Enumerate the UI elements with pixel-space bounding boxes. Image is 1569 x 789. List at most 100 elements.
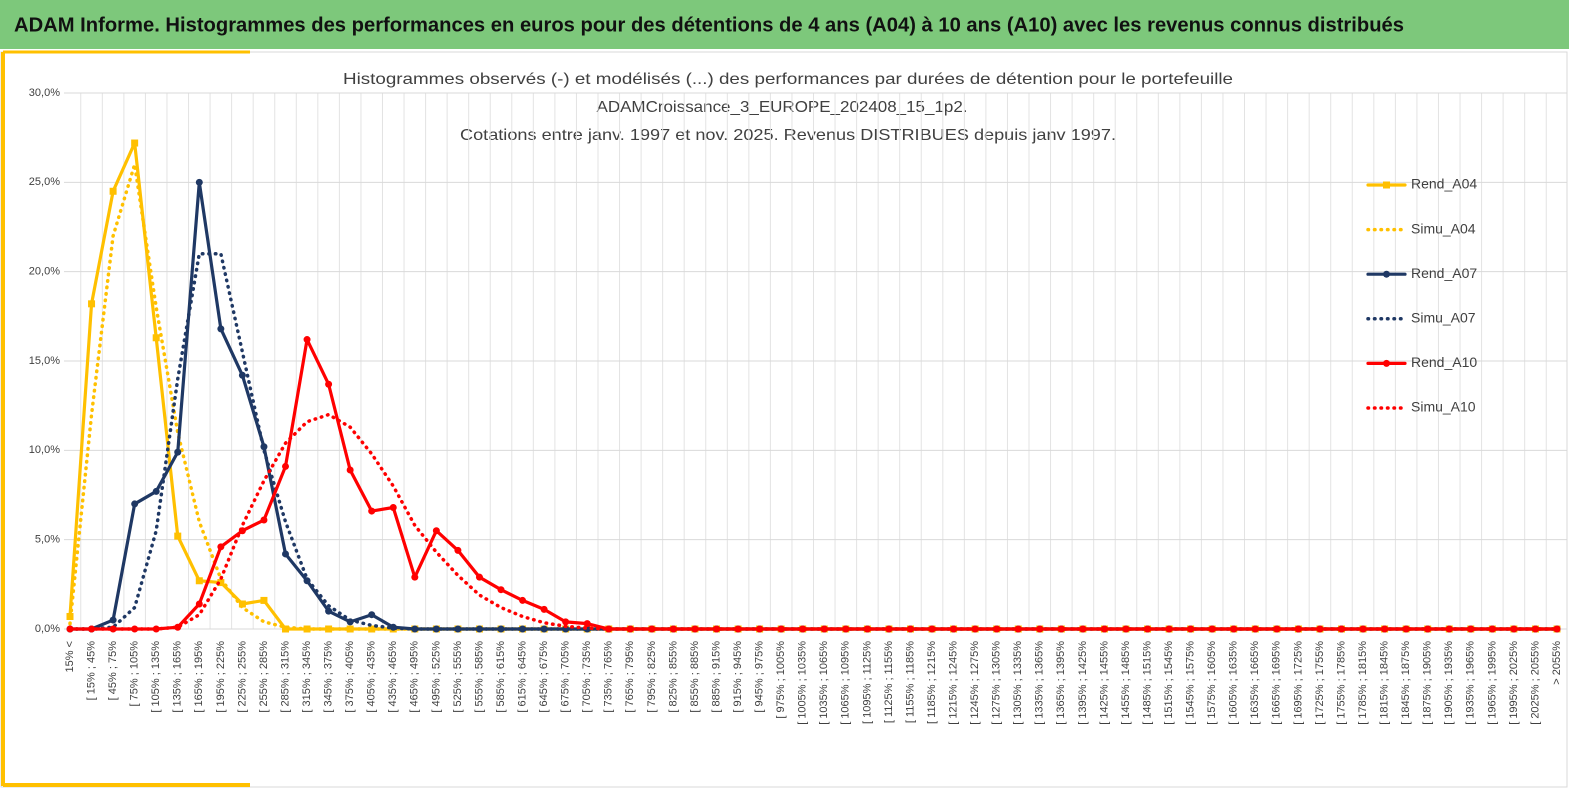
x-tick-label: [ 1755% ; 1785% [1335, 641, 1347, 725]
marker [238, 600, 246, 608]
marker [195, 600, 203, 608]
marker [109, 187, 117, 195]
marker [282, 462, 290, 470]
marker [432, 527, 440, 535]
legend-label: Simu_A04 [1411, 220, 1476, 236]
marker [497, 586, 505, 594]
marker [260, 596, 268, 604]
x-tick-label: [ 705% ; 735% [581, 641, 593, 713]
x-tick-label: [ 1905% ; 1935% [1443, 641, 1455, 725]
x-tick-label: [ 1995% ; 2025% [1508, 641, 1520, 725]
marker [152, 334, 160, 342]
marker [1402, 625, 1410, 633]
x-tick-label: [ 945% ; 975% [754, 641, 766, 713]
marker [325, 607, 333, 615]
legend-label: Rend_A10 [1411, 354, 1477, 370]
x-tick-label: > 2055% [1551, 641, 1563, 685]
x-tick-label: [ 1785% ; 1815% [1357, 641, 1369, 725]
x-tick-label: [ 1365% ; 1395% [1055, 641, 1067, 725]
x-tick-label: [ 1575% ; 1605% [1206, 641, 1218, 725]
x-tick-label: [ 855% ; 885% [689, 641, 701, 713]
x-tick-label: [ 1035% ; 1065% [818, 641, 830, 725]
x-tick-label: [ 1065% ; 1095% [840, 641, 852, 725]
x-tick-label: [ 1935% ; 1965% [1465, 641, 1477, 725]
marker [88, 300, 96, 308]
x-tick-label: [ 405% ; 435% [366, 641, 378, 713]
x-tick-label: [ 255% ; 285% [258, 641, 270, 713]
x-tick-label: [ 45% ; 75% [107, 641, 119, 701]
x-tick-label: [ 795% ; 825% [646, 641, 658, 713]
y-tick-label: 25,0% [29, 176, 60, 188]
marker [282, 550, 290, 558]
marker [325, 380, 333, 388]
x-tick-label: [ 315% ; 345% [301, 641, 313, 713]
marker [411, 573, 419, 581]
marker [1144, 625, 1152, 633]
marker [368, 507, 376, 515]
marker [195, 178, 203, 186]
marker [1424, 625, 1432, 633]
marker [519, 596, 527, 604]
y-tick-label: 15,0% [29, 355, 60, 367]
legend-label: Rend_A04 [1411, 176, 1477, 192]
model-line [68, 412, 1559, 631]
x-tick-label: [ 1305% ; 1335% [1012, 641, 1024, 725]
marker [540, 605, 548, 613]
x-tick-label: [ 165% ; 195% [193, 641, 205, 713]
x-tick-label: [ 495% ; 525% [430, 641, 442, 713]
marker [734, 625, 742, 633]
marker [1488, 625, 1496, 633]
marker [131, 500, 139, 508]
x-tick-label: [ 975% ; 1005% [775, 641, 787, 719]
x-tick-label: [ 1005% ; 1035% [797, 641, 809, 725]
marker [174, 448, 182, 456]
x-tick-label: [ 525% ; 555% [452, 641, 464, 713]
y-tick-label: 5,0% [35, 534, 60, 546]
legend-marker [1383, 270, 1390, 278]
marker [562, 618, 570, 626]
marker [346, 466, 354, 474]
marker [928, 625, 936, 633]
marker [368, 611, 376, 619]
x-tick-label: [ 435% ; 465% [387, 641, 399, 713]
marker [519, 625, 527, 633]
x-tick-label: [ 2025% ; 2055% [1529, 641, 1541, 725]
x-tick-label: [ 1155% ; 1185% [904, 641, 916, 723]
x-tick-label: [ 645% ; 675% [538, 641, 550, 713]
x-tick-label: [ 1335% ; 1365% [1034, 641, 1046, 725]
x-tick-label: [ 1275% ; 1305% [991, 641, 1003, 725]
legend-label: Simu_A07 [1411, 310, 1476, 326]
marker [1014, 625, 1022, 633]
x-tick-label: [ 615% ; 645% [516, 641, 528, 713]
marker [131, 139, 139, 147]
x-tick-label: [ 765% ; 795% [624, 641, 636, 713]
x-tick-label: [ 15% ; 45% [85, 641, 97, 701]
x-tick-label: [ 1635% ; 1665% [1249, 641, 1261, 725]
marker [799, 625, 807, 633]
y-tick-label: 10,0% [29, 444, 60, 456]
x-tick-label: [ 285% ; 315% [279, 641, 291, 713]
legend-marker [1383, 359, 1390, 367]
x-tick-label: [ 135% ; 165% [172, 641, 184, 713]
marker [993, 625, 1001, 633]
marker [1079, 625, 1087, 633]
marker [1208, 625, 1216, 633]
x-tick-label: [ 1485% ; 1515% [1141, 641, 1153, 725]
x-tick-label: [ 1605% ; 1635% [1228, 641, 1240, 725]
marker [174, 532, 182, 540]
x-tick-label: [ 1425% ; 1455% [1098, 641, 1110, 725]
marker [260, 516, 268, 524]
marker [152, 487, 160, 495]
x-tick-label: [ 105% ; 135% [150, 641, 162, 713]
x-tick-label: [ 1725% ; 1755% [1314, 641, 1326, 725]
marker [217, 579, 225, 587]
x-tick-label: [ 1875% ; 1905% [1422, 641, 1434, 725]
x-tick-label: [ 465% ; 495% [409, 641, 421, 713]
x-tick-label: [ 1515% ; 1545% [1163, 641, 1175, 725]
y-tick-label: 30,0% [29, 87, 60, 99]
x-tick-label: [ 195% ; 225% [215, 641, 227, 713]
x-tick-label: [ 735% ; 765% [603, 641, 615, 713]
x-tick-label: [ 1245% ; 1275% [969, 641, 981, 725]
